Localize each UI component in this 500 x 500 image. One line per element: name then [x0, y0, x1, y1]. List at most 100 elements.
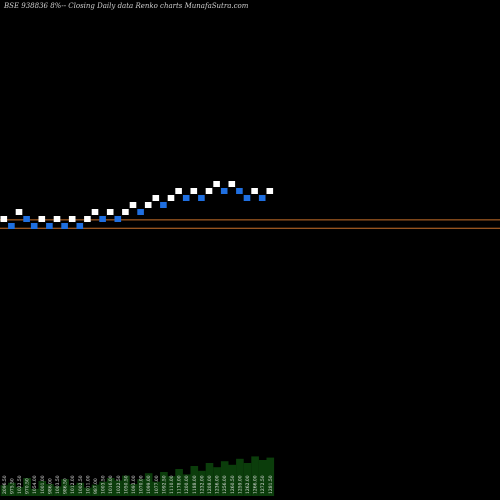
renko-brick-down: [198, 195, 205, 201]
reference-lines: [0, 219, 500, 229]
volume-label: 1272.50: [260, 475, 266, 494]
volume-label: 1208.00: [207, 475, 213, 494]
volume-label: 1266.00: [253, 475, 259, 494]
volume-bar: [122, 475, 130, 496]
volume-label: 975.50: [9, 478, 15, 494]
volume-label: 1022.50: [17, 475, 23, 494]
renko-brick-down: [46, 223, 53, 229]
volume-label: 1001.00: [40, 475, 46, 494]
renko-brick-up: [175, 188, 182, 194]
volume-bar: [8, 482, 16, 496]
volume-label: 1178.00: [177, 475, 183, 494]
renko-brick-down: [30, 223, 38, 229]
volume-bar: [15, 487, 24, 496]
volume-label: 1092.50: [161, 475, 167, 494]
volume-label: 1002.50: [78, 475, 84, 494]
renko-brick-down: [76, 223, 84, 229]
volume-label: 1188.00: [192, 475, 198, 494]
volume-bar: [38, 481, 47, 496]
volume-label: 987.00: [93, 478, 99, 494]
renko-brick-up: [38, 216, 46, 222]
volume-label: 1259.00: [237, 475, 243, 494]
volume-bar: [220, 461, 229, 496]
renko-brick-up: [53, 216, 61, 222]
renko-brick-up: [251, 188, 258, 194]
volume-bar: [236, 458, 244, 496]
volume-label: 2096.50: [2, 475, 8, 494]
renko-brick-up: [129, 202, 137, 208]
renko-brick-up: [91, 209, 99, 215]
volume-label: 1262.00: [245, 475, 251, 494]
volume-bar: [213, 467, 221, 496]
renko-brick-down: [8, 223, 15, 229]
volume-bar: [91, 484, 100, 496]
volume-label: 1011.00: [85, 475, 91, 494]
volume-label: 1093.00: [131, 475, 137, 494]
renko-bricks: [0, 181, 274, 229]
renko-brick-up: [15, 209, 23, 215]
renko-brick-up: [84, 216, 91, 222]
renko-brick-up: [106, 209, 114, 215]
volume-label: 1016.00: [108, 475, 114, 494]
volume-label: 986.00: [47, 478, 53, 494]
volume-bar: [190, 466, 199, 496]
volume-bar: [30, 488, 39, 496]
volume-label: 1050.50: [123, 475, 129, 494]
volume-bars: [0, 456, 275, 496]
volume-bar: [137, 479, 145, 496]
renko-brick-up: [167, 195, 175, 201]
volume-label: 1003.50: [101, 475, 107, 494]
renko-brick-down: [160, 202, 167, 208]
volume-label: 1260.50: [230, 475, 236, 494]
renko-brick-down: [23, 216, 30, 222]
volume-label: 1070.00: [139, 475, 145, 494]
volume-bar: [266, 457, 275, 496]
volume-bar: [182, 474, 191, 496]
renko-brick-down: [182, 195, 190, 201]
volume-bar: [106, 478, 115, 496]
volume-bar: [23, 478, 31, 496]
volume-bar: [53, 486, 62, 496]
volume-bar: [198, 470, 206, 496]
renko-brick-up: [152, 195, 160, 201]
volume-bar: [61, 479, 69, 496]
volume-label: 1003.50: [55, 475, 61, 494]
volume-bar: [251, 456, 259, 496]
volume-label: 1054.00: [32, 475, 38, 494]
volume-bar: [228, 464, 237, 496]
renko-brick-up: [190, 188, 198, 194]
renko-brick-up: [266, 188, 274, 194]
renko-brick-down: [137, 209, 144, 215]
renko-brick-up: [122, 209, 129, 215]
renko-brick-down: [258, 195, 266, 201]
volume-bar: [0, 485, 9, 496]
volume-label: 970.50: [25, 478, 31, 494]
renko-brick-down: [220, 188, 228, 194]
volume-labels: 2096.50 975.50 1022.50 970.50 1054.00 1001.00…: [2, 475, 274, 494]
renko-brick-up: [144, 202, 152, 208]
volume-bar: [114, 480, 123, 496]
renko-brick-down: [99, 216, 106, 222]
renko-brick-up: [205, 188, 213, 194]
volume-bar: [160, 472, 168, 496]
volume-bar: [84, 487, 92, 496]
volume-bar: [243, 463, 252, 496]
chart-title: BSE 938836 8%-- Closing Daily data Renko…: [4, 2, 249, 10]
renko-brick-up: [213, 181, 220, 187]
renko-brick-up: [228, 181, 236, 187]
volume-label: 1200.00: [184, 475, 190, 494]
renko-brick-down: [61, 223, 68, 229]
volume-bar: [129, 484, 138, 496]
renko-brick-down: [236, 188, 243, 194]
volume-bar: [46, 484, 54, 496]
renko-brick-up: [0, 216, 8, 222]
volume-bar: [175, 469, 183, 496]
volume-bar: [144, 473, 153, 496]
volume-bar: [152, 481, 161, 496]
volume-bar: [205, 463, 214, 496]
volume-label: 1256.00: [222, 475, 228, 494]
volume-label: 1110.00: [169, 475, 175, 494]
volume-bar: [68, 485, 77, 496]
volume-bar: [99, 481, 107, 496]
volume-label: 1281.50: [268, 475, 274, 494]
